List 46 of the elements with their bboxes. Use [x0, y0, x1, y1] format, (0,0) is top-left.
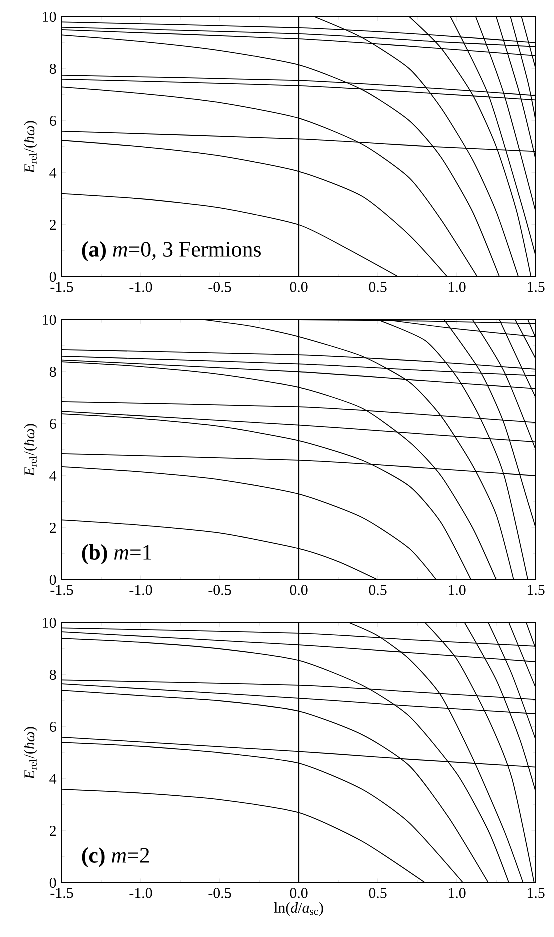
x-axis-title: ln(d/a$_{sc}$): [274, 902, 324, 916]
x-tick-label: 1.5: [528, 282, 545, 292]
x-tick-label: -1.0: [130, 585, 152, 596]
y-tick-label: 6: [50, 722, 56, 732]
x-tick-label: 1.0: [448, 282, 466, 292]
x-tick-label: -1.5: [50, 888, 74, 898]
y-tick-label: 4: [50, 168, 57, 178]
x-tick-label: -0.5: [208, 585, 232, 596]
y-tick-label: 4: [50, 774, 57, 784]
y-tick-label: 4: [50, 471, 57, 481]
x-tick-label: 0.5: [369, 585, 387, 596]
y-tick-label: 10: [43, 314, 56, 326]
x-tick-label: 0.5: [369, 888, 387, 898]
x-tick-label: -1.0: [130, 282, 152, 292]
x-tick-label: 1.0: [448, 585, 466, 596]
y-tick-label: 2: [50, 220, 56, 230]
y-tick-label: 8: [50, 64, 56, 74]
x-tick-label: -0.5: [208, 888, 232, 898]
x-tick-label: 1.0: [448, 888, 466, 898]
x-tick-label: 0.0: [290, 888, 308, 898]
x-tick-label: 0.5: [369, 282, 387, 292]
annotation: (a) m=0, 3 Fermions: [82, 242, 261, 262]
x-tick-label: 0.0: [290, 282, 308, 292]
x-tick-label: 1.5: [528, 585, 545, 596]
y-tick-label: 0: [50, 272, 56, 282]
y-tick-label: 6: [50, 418, 56, 430]
x-tick-label: -1.5: [50, 585, 74, 596]
y-tick-label: 10: [43, 12, 56, 22]
annotation: (b) m=1: [82, 544, 152, 564]
y-tick-label: 8: [50, 366, 56, 378]
x-tick-label: 1.5: [528, 888, 545, 898]
y-axis-title: E$_{rel}$/(ħω): [24, 727, 38, 780]
x-tick-label: 0.0: [290, 585, 308, 596]
y-tick-label: 6: [50, 116, 56, 126]
x-tick-label: -0.5: [208, 282, 232, 292]
y-tick-label: 8: [50, 670, 56, 680]
x-tick-label: -1.5: [50, 282, 74, 292]
y-axis-title: E$_{rel}$/(ħω): [24, 424, 38, 477]
y-tick-label: 10: [43, 618, 56, 628]
y-tick-label: 0: [50, 878, 56, 888]
x-tick-label: -1.0: [130, 888, 152, 898]
y-tick-label: 2: [50, 826, 56, 836]
y-axis-title: E$_{rel}$/(ħω): [24, 121, 38, 174]
y-tick-label: 0: [50, 574, 56, 586]
annotation: (c) m=2: [82, 848, 150, 868]
y-tick-label: 2: [50, 523, 56, 533]
